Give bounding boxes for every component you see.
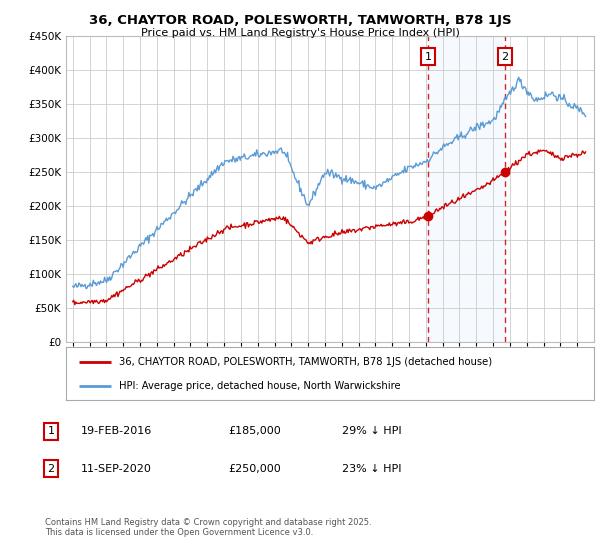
Text: 19-FEB-2016: 19-FEB-2016 (81, 426, 152, 436)
Text: 1: 1 (424, 52, 431, 62)
Text: £250,000: £250,000 (228, 464, 281, 474)
Text: Contains HM Land Registry data © Crown copyright and database right 2025.
This d: Contains HM Land Registry data © Crown c… (45, 518, 371, 538)
Text: Price paid vs. HM Land Registry's House Price Index (HPI): Price paid vs. HM Land Registry's House … (140, 28, 460, 38)
Text: HPI: Average price, detached house, North Warwickshire: HPI: Average price, detached house, Nort… (119, 381, 400, 391)
Text: 2: 2 (502, 52, 508, 62)
Text: 1: 1 (47, 426, 55, 436)
Text: 23% ↓ HPI: 23% ↓ HPI (342, 464, 401, 474)
Text: 36, CHAYTOR ROAD, POLESWORTH, TAMWORTH, B78 1JS: 36, CHAYTOR ROAD, POLESWORTH, TAMWORTH, … (89, 14, 511, 27)
Text: 29% ↓ HPI: 29% ↓ HPI (342, 426, 401, 436)
Text: 36, CHAYTOR ROAD, POLESWORTH, TAMWORTH, B78 1JS (detached house): 36, CHAYTOR ROAD, POLESWORTH, TAMWORTH, … (119, 357, 492, 367)
Text: 11-SEP-2020: 11-SEP-2020 (81, 464, 152, 474)
Bar (428, 36, 505, 342)
Text: 2: 2 (47, 464, 55, 474)
Text: £185,000: £185,000 (228, 426, 281, 436)
